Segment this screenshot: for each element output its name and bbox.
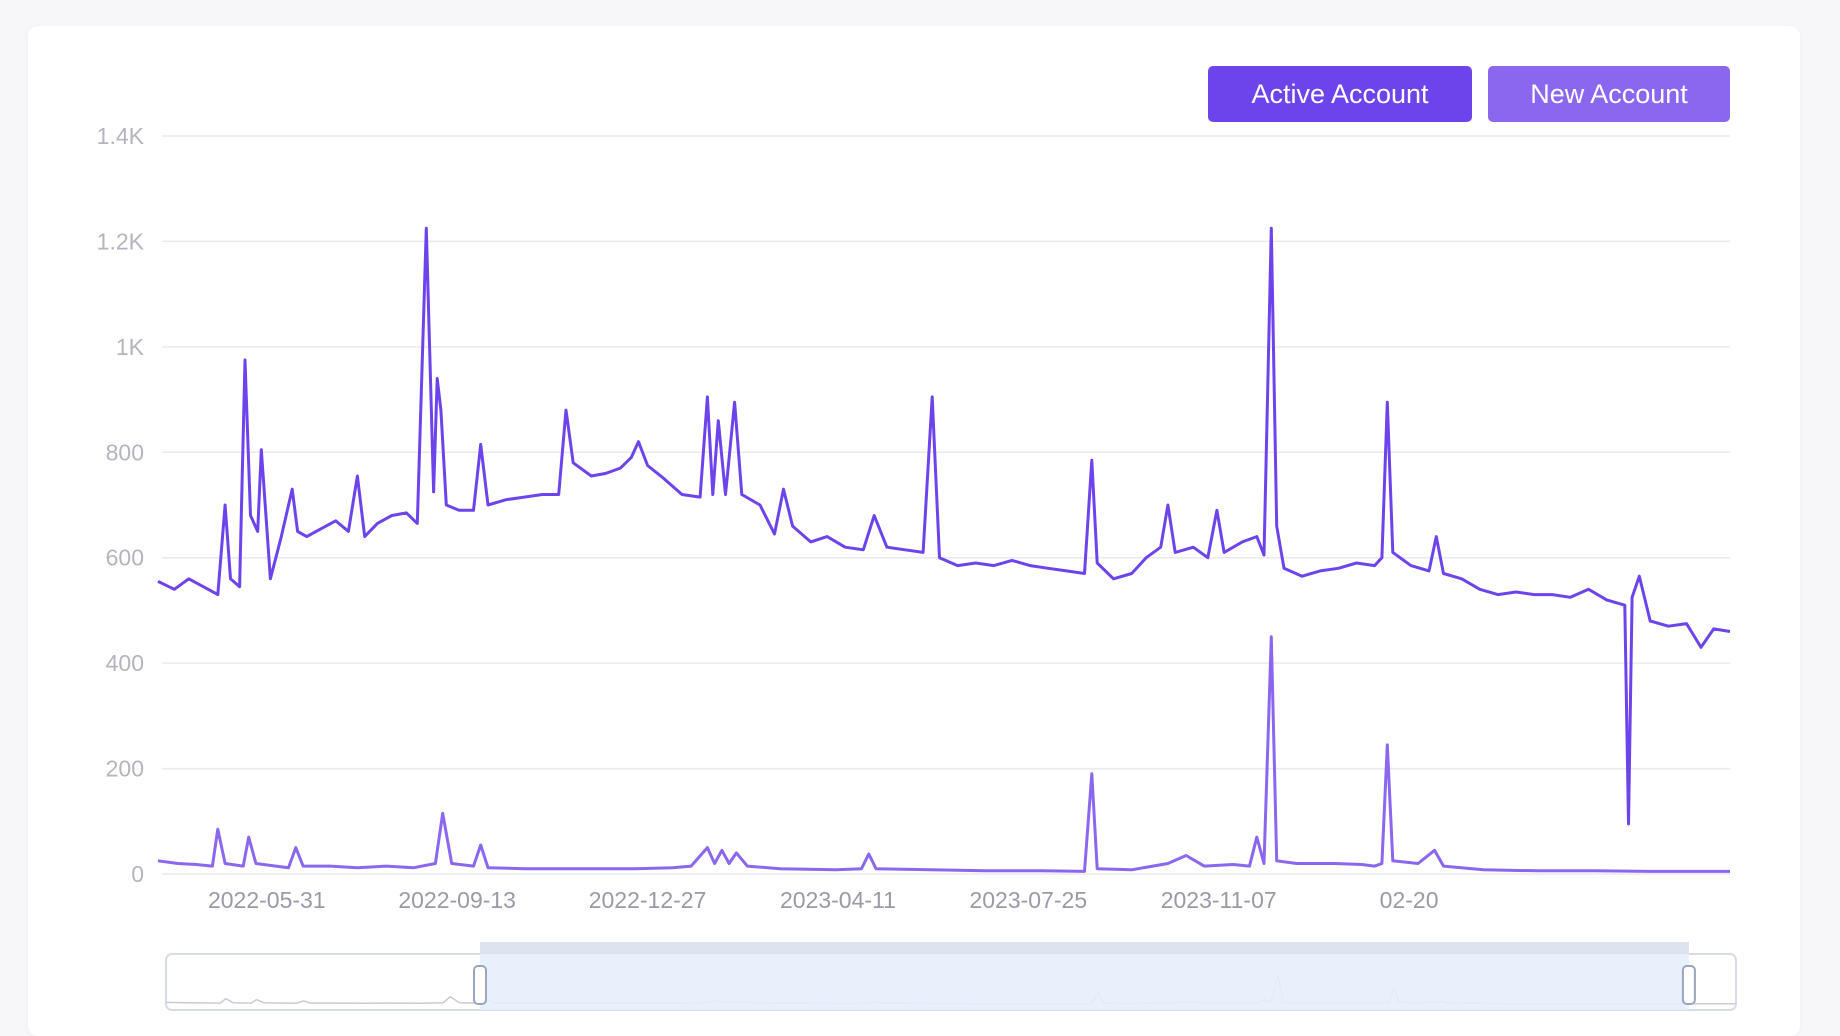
chart-card: Active Account New Account 0 200 400 600 800… xyxy=(28,26,1800,1036)
y-tick-label: 1.4K xyxy=(97,123,145,149)
y-tick-label: 1.2K xyxy=(97,228,145,254)
series-line-active-account xyxy=(157,226,1731,826)
x-tick-label: 2022-12-27 xyxy=(589,887,707,913)
legend-new-account-button[interactable]: New Account xyxy=(1488,66,1730,122)
y-tick-label: 400 xyxy=(106,650,144,676)
zoom-selection xyxy=(480,954,1689,1010)
legend: Active Account New Account xyxy=(1208,66,1730,122)
y-tick-label: 800 xyxy=(106,439,144,465)
x-tick-label: 2022-09-13 xyxy=(398,887,516,913)
y-tick-label: 0 xyxy=(131,861,144,887)
series-line-new-account xyxy=(157,635,1730,873)
zoom-handle-right[interactable] xyxy=(1681,965,1696,1005)
x-tick-label: 02-20 xyxy=(1380,887,1439,913)
legend-active-account-button[interactable]: Active Account xyxy=(1208,66,1472,122)
y-tick-label: 1K xyxy=(116,334,145,360)
zoom-drag-bar xyxy=(480,942,1689,954)
y-tick-label: 200 xyxy=(106,756,144,782)
x-tick-label: 2023-11-07 xyxy=(1161,887,1277,913)
y-tick-label: 600 xyxy=(106,545,144,571)
x-tick-label: 2023-07-25 xyxy=(969,887,1087,913)
line-chart: 0 200 400 600 800 1K 1.2K 1.4K 2022-05-31 2022-09… xyxy=(97,123,1737,1011)
x-tick-label: 2022-05-31 xyxy=(208,887,326,913)
zoom-handle-left[interactable] xyxy=(473,965,487,1005)
x-tick-label: 2023-04-11 xyxy=(780,887,896,913)
